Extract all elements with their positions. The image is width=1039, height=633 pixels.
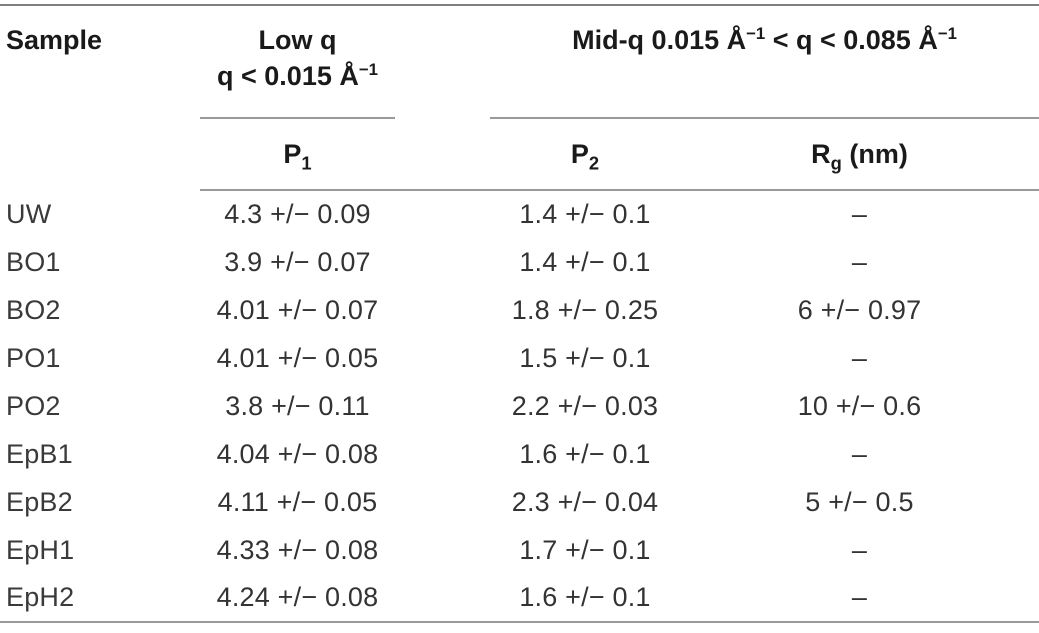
gap-cell xyxy=(395,286,490,334)
column-header-rg: Rg (nm) xyxy=(680,118,1039,191)
table-row: BO2 4.01 +/− 0.07 1.8 +/− 0.25 6 +/− 0.9… xyxy=(0,286,1039,334)
saxs-fit-results-table: Sample Low q q < 0.015 Å−1 Mid-q 0.015 Å… xyxy=(0,4,1039,623)
rg-value: 10 +/− 0.6 xyxy=(797,390,922,421)
sample-name: BO1 xyxy=(6,246,61,277)
table-body: UW 4.3 +/− 0.09 1.4 +/− 0.1 – BO1 3.9 +/… xyxy=(0,190,1039,622)
rg-value: 5 +/− 0.5 xyxy=(805,486,914,517)
mid-q-exponent-2: −1 xyxy=(937,24,957,43)
rg-value: – xyxy=(851,582,868,612)
gap-cell xyxy=(395,430,490,478)
p2-symbol: P xyxy=(570,138,589,169)
mid-q-range-text-2: < q < 0.085 Å xyxy=(765,25,938,55)
p1-value: 3.9 +/− 0.07 xyxy=(224,246,371,277)
rg-unit: (nm) xyxy=(841,138,908,169)
table-row: EpB2 4.11 +/− 0.05 2.3 +/− 0.04 5 +/− 0.… xyxy=(0,478,1039,526)
column-header-p2: P2 xyxy=(490,118,680,191)
gap-cell xyxy=(395,574,490,622)
sample-name: PO1 xyxy=(6,342,61,373)
mid-q-exponent-1: −1 xyxy=(746,24,766,43)
p2-value: 1.5 +/− 0.1 xyxy=(519,342,651,373)
header-gap-cell xyxy=(395,5,490,118)
header-group-row: Sample Low q q < 0.015 Å−1 Mid-q 0.015 Å… xyxy=(0,5,1039,119)
sample-name: BO2 xyxy=(6,294,61,325)
column-header-sample: Sample xyxy=(0,5,200,190)
gap-cell xyxy=(395,334,490,382)
sample-name: EpH1 xyxy=(6,534,75,565)
rg-value: – xyxy=(851,199,868,229)
gap-cell xyxy=(395,190,490,238)
p1-subscript: 1 xyxy=(301,151,312,173)
p2-value: 1.4 +/− 0.1 xyxy=(519,246,651,277)
table-row: EpB1 4.04 +/− 0.08 1.6 +/− 0.1 – xyxy=(0,430,1039,478)
table-row: PO1 4.01 +/− 0.05 1.5 +/− 0.1 – xyxy=(0,334,1039,382)
gap-cell xyxy=(395,238,490,286)
low-q-range-text: q < 0.015 Å xyxy=(217,61,359,91)
column-group-mid-q: Mid-q 0.015 Å−1 < q < 0.085 Å−1 xyxy=(490,5,1039,119)
rg-value: – xyxy=(851,246,868,277)
rg-value: – xyxy=(851,534,868,565)
sample-name: EpB1 xyxy=(6,438,73,469)
p1-value: 4.33 +/− 0.08 xyxy=(216,534,379,565)
p1-value: 4.01 +/− 0.07 xyxy=(216,294,379,325)
table-row: UW 4.3 +/− 0.09 1.4 +/− 0.1 – xyxy=(0,190,1039,238)
gap-cell xyxy=(395,526,490,574)
p2-value: 1.7 +/− 0.1 xyxy=(519,534,651,565)
low-q-line1: Low q xyxy=(258,25,337,55)
table-header: Sample Low q q < 0.015 Å−1 Mid-q 0.015 Å… xyxy=(0,5,1039,191)
p2-value: 1.6 +/− 0.1 xyxy=(519,438,651,469)
sample-name: EpH2 xyxy=(6,582,75,612)
gap-cell xyxy=(395,382,490,430)
p1-value: 4.04 +/− 0.08 xyxy=(216,438,379,469)
sample-name: EpB2 xyxy=(6,486,73,517)
rg-value: – xyxy=(851,342,868,373)
p1-symbol: P xyxy=(283,138,302,169)
column-header-p1: P1 xyxy=(200,118,395,191)
column-group-low-q: Low q q < 0.015 Å−1 xyxy=(200,5,395,119)
sample-name: PO2 xyxy=(6,390,61,421)
header-sub-row: P1 P2 Rg (nm) xyxy=(0,118,1039,191)
low-q-line2: q < 0.015 Å−1 xyxy=(217,61,378,91)
sample-name: UW xyxy=(6,198,52,229)
rg-symbol: R xyxy=(811,138,831,169)
sample-header-label: Sample xyxy=(6,25,103,55)
header-gap-cell-2 xyxy=(395,118,490,191)
mid-q-range-text-1: Mid-q 0.015 Å xyxy=(572,25,747,55)
gap-cell xyxy=(395,478,490,526)
p1-value: 4.3 +/− 0.09 xyxy=(224,199,371,229)
p1-value: 4.24 +/− 0.08 xyxy=(216,582,379,612)
p2-value: 2.3 +/− 0.04 xyxy=(511,486,659,517)
rg-subscript: g xyxy=(830,151,842,173)
table-row: EpH2 4.24 +/− 0.08 1.6 +/− 0.1 – xyxy=(0,574,1039,622)
rg-value: – xyxy=(851,438,868,469)
p1-value: 3.8 +/− 0.11 xyxy=(225,390,370,421)
p2-value: 1.4 +/− 0.1 xyxy=(519,199,651,229)
p2-value: 2.2 +/− 0.03 xyxy=(511,390,659,421)
table-row: EpH1 4.33 +/− 0.08 1.7 +/− 0.1 – xyxy=(0,526,1039,574)
table-row: BO1 3.9 +/− 0.07 1.4 +/− 0.1 – xyxy=(0,238,1039,286)
p2-value: 1.6 +/− 0.1 xyxy=(519,582,651,612)
p2-value: 1.8 +/− 0.25 xyxy=(511,294,659,325)
p2-subscript: 2 xyxy=(588,151,600,173)
rg-value: 6 +/− 0.97 xyxy=(797,294,922,325)
p1-value: 4.11 +/− 0.05 xyxy=(217,486,378,517)
low-q-exponent: −1 xyxy=(358,60,378,79)
table-row: PO2 3.8 +/− 0.11 2.2 +/− 0.03 10 +/− 0.6 xyxy=(0,382,1039,430)
p1-value: 4.01 +/− 0.05 xyxy=(216,342,379,373)
